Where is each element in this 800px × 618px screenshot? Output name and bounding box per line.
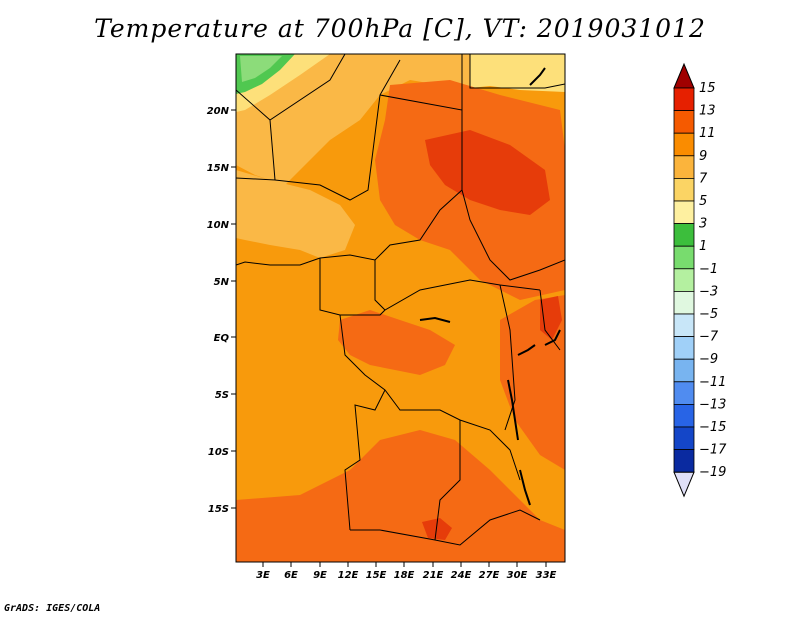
field-13-15-east xyxy=(540,296,562,340)
colorbar-label: 15 xyxy=(699,81,716,96)
border-line xyxy=(461,189,565,281)
lon-labels: 3E 6E 9E 12E 15E 18E 21E 24E 27E 30E 33E xyxy=(256,570,556,581)
colorbar-box xyxy=(673,155,695,179)
colorbar-box xyxy=(673,381,695,405)
lat-label: 5N xyxy=(214,277,230,288)
lake-line xyxy=(517,344,536,356)
lon-label: 18E xyxy=(394,570,415,581)
colorbar-box xyxy=(673,223,695,247)
lake-line xyxy=(519,469,531,506)
lon-label: 21E xyxy=(423,570,444,581)
lon-label: 27E xyxy=(479,570,500,581)
field-13-15-north xyxy=(425,130,550,215)
colorbar-label: 5 xyxy=(699,194,707,209)
field-11-13-east xyxy=(500,295,565,470)
lake-line xyxy=(507,379,519,441)
lat-label: 10N xyxy=(207,220,230,231)
credit-label: GrADS: IGES/COLA xyxy=(4,603,101,614)
colorbar-box xyxy=(673,449,695,473)
colorbar: 15 13 11 9 7 5 3 1 −1 −3 −5 −7 −9 −11 −13 −15 −17 −19 xyxy=(673,62,727,498)
field-5-7-ne xyxy=(470,54,565,92)
lon-label: 15E xyxy=(366,570,387,581)
colorbar-label: −13 xyxy=(699,397,726,412)
colorbar-label: −9 xyxy=(699,352,718,367)
colorbar-box xyxy=(673,200,695,225)
lat-label: 15S xyxy=(208,504,229,515)
colorbar-label: −7 xyxy=(699,330,719,345)
colorbar-box xyxy=(673,290,695,315)
field-7-9-north xyxy=(236,54,470,185)
colorbar-label: −11 xyxy=(699,375,726,390)
colorbar-box xyxy=(673,132,695,157)
field-m1-1 xyxy=(240,56,282,82)
lon-label: 6E xyxy=(284,570,298,581)
colorbar-box xyxy=(673,245,695,270)
lake-line xyxy=(529,67,546,86)
map-frame xyxy=(235,53,566,563)
border-line xyxy=(344,389,386,531)
lat-axis xyxy=(231,109,236,509)
border-line xyxy=(469,54,565,89)
colorbar-label: 9 xyxy=(699,149,707,164)
border-line xyxy=(274,59,401,201)
colorbar-label: 11 xyxy=(699,126,716,141)
colorbar-box xyxy=(673,336,695,360)
lat-label: 5S xyxy=(215,390,229,401)
colorbar-label: −5 xyxy=(699,307,718,322)
border-line xyxy=(339,314,521,481)
lat-labels: 20N 15N 10N 5N EQ 5S 10S 15S xyxy=(207,106,230,515)
colorbar-box xyxy=(673,110,695,134)
colorbar-label: −15 xyxy=(699,420,726,435)
colorbar-arrow-top xyxy=(673,62,695,89)
colorbar-label: −17 xyxy=(699,443,727,458)
lon-axis xyxy=(262,562,547,567)
colorbar-label: −3 xyxy=(699,284,718,299)
lat-label: 10S xyxy=(208,447,229,458)
field-11-13-south xyxy=(236,430,565,562)
colorbar-box xyxy=(673,177,695,202)
lat-label: EQ xyxy=(214,333,230,344)
lat-label: 15N xyxy=(207,163,230,174)
colorbar-box xyxy=(673,87,695,112)
lake-line xyxy=(544,329,561,346)
colorbar-arrow-bottom xyxy=(673,471,695,498)
colorbar-label: 13 xyxy=(699,104,716,119)
river-line xyxy=(419,316,451,323)
colorbar-box xyxy=(673,426,695,451)
temperature-field xyxy=(236,54,565,562)
lon-label: 30E xyxy=(507,570,528,581)
colorbar-label: 3 xyxy=(699,217,707,232)
field-13-15-south xyxy=(422,518,452,540)
colorbar-box xyxy=(673,358,695,383)
colorbar-box xyxy=(673,403,695,428)
border-line xyxy=(499,284,516,431)
field-7-9-west xyxy=(236,170,355,258)
lon-label: 9E xyxy=(313,570,327,581)
lon-label: 12E xyxy=(338,570,359,581)
lon-label: 3E xyxy=(256,570,270,581)
colorbar-box xyxy=(673,268,695,292)
lon-label: 33E xyxy=(536,570,557,581)
border-line xyxy=(539,289,561,351)
field-11-13-center xyxy=(338,310,455,375)
colorbar-label: 1 xyxy=(699,239,707,254)
lat-label: 20N xyxy=(207,106,230,117)
colorbar-label: −19 xyxy=(699,465,726,480)
border-line xyxy=(236,54,346,121)
border-line xyxy=(434,420,461,541)
colorbar-box xyxy=(673,313,695,338)
country-borders xyxy=(236,54,565,546)
map-title: Temperature at 700hPa [C], VT: 201903101… xyxy=(94,14,706,43)
border-line xyxy=(350,509,541,546)
colorbar-label: −1 xyxy=(699,262,718,277)
colorbar-label: 7 xyxy=(699,171,708,186)
lon-label: 24E xyxy=(451,570,472,581)
